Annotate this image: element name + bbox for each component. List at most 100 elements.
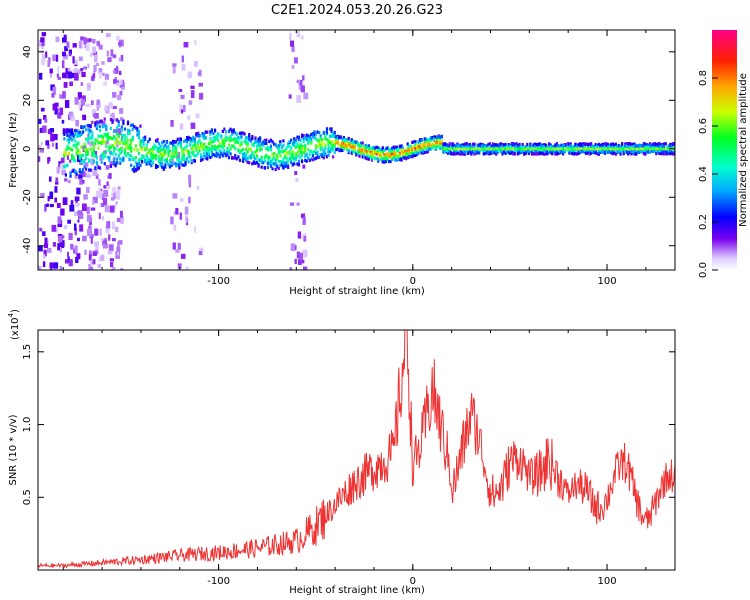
heatmap-cell xyxy=(231,144,234,148)
heatmap-cell xyxy=(89,147,92,151)
heatmap-cell xyxy=(453,151,456,156)
heatmap-cell xyxy=(210,128,214,132)
heatmap-cell xyxy=(93,150,98,155)
heatmap-cell xyxy=(303,92,309,100)
heatmap-cell xyxy=(195,113,200,119)
heatmap-cell xyxy=(106,228,110,234)
heatmap-cell xyxy=(290,160,293,164)
heatmap-cell xyxy=(311,154,315,158)
heatmap-cell xyxy=(252,142,255,146)
heatmap-cell xyxy=(106,137,109,142)
heatmap-cell xyxy=(59,107,64,116)
heatmap-cell xyxy=(359,143,363,147)
heatmap-cell xyxy=(650,143,653,147)
heatmap-cell xyxy=(516,151,520,156)
heatmap-cell xyxy=(386,158,389,162)
svg-text:(x104): (x104) xyxy=(7,309,21,340)
heatmap-cell xyxy=(111,192,114,200)
heatmap-cell xyxy=(140,160,144,164)
heatmap-cell xyxy=(161,162,164,166)
heatmap-cell xyxy=(68,49,73,55)
heatmap-cell xyxy=(215,136,218,141)
heatmap-cell xyxy=(268,147,271,151)
heatmap-cell xyxy=(645,147,648,150)
heatmap-cell xyxy=(108,234,111,241)
heatmap-cell xyxy=(534,152,537,156)
heatmap-cell xyxy=(85,43,90,52)
heatmap-cell xyxy=(57,235,63,243)
heatmap-cell xyxy=(380,148,383,152)
heatmap-cell xyxy=(109,117,113,122)
heatmap-cell xyxy=(70,243,74,250)
heatmap-cell xyxy=(188,181,192,188)
heatmap-cell xyxy=(91,100,94,106)
heatmap-cell xyxy=(102,140,105,144)
heatmap-cell xyxy=(74,245,78,253)
heatmap-cell xyxy=(300,134,304,139)
heatmap-cell xyxy=(102,243,108,249)
heatmap-cell xyxy=(308,153,311,157)
heatmap-cell xyxy=(398,157,402,162)
heatmap-cell xyxy=(631,149,635,153)
heatmap-cell xyxy=(539,147,542,150)
heatmap-cell xyxy=(502,150,506,154)
heatmap-cell xyxy=(199,158,203,162)
heatmap-cell xyxy=(318,155,321,159)
heatmap-cell xyxy=(248,161,251,165)
heatmap-cell xyxy=(282,160,285,165)
heatmap-cell xyxy=(102,239,105,246)
heatmap-cell xyxy=(414,142,417,146)
heatmap-cell xyxy=(535,150,538,154)
heatmap-cell xyxy=(150,148,153,152)
heatmap-cell xyxy=(293,156,296,161)
heatmap-cell xyxy=(586,151,590,155)
heatmap-cell xyxy=(330,129,333,134)
heatmap-cell xyxy=(558,147,561,150)
heatmap-cell xyxy=(108,157,111,161)
heatmap-cell xyxy=(310,157,313,161)
heatmap-cell xyxy=(504,142,507,147)
heatmap-cell xyxy=(220,134,223,138)
heatmap-cell xyxy=(215,154,218,158)
heatmap-cell xyxy=(525,147,528,150)
heatmap-cell xyxy=(213,147,217,152)
heatmap-cell xyxy=(98,166,102,170)
heatmap-cell xyxy=(187,115,191,120)
heatmap-cell xyxy=(339,145,342,149)
heatmap-cell xyxy=(209,155,212,160)
heatmap-cell xyxy=(484,151,487,155)
heatmap-cell xyxy=(319,143,322,147)
heatmap-cell xyxy=(530,145,534,149)
heatmap-cell xyxy=(80,68,83,72)
heatmap-cell xyxy=(52,103,58,111)
heatmap-cell xyxy=(42,254,46,260)
heatmap-cell xyxy=(515,147,518,150)
heatmap-cell xyxy=(474,150,478,154)
heatmap-cell xyxy=(67,179,71,184)
heatmap-cell xyxy=(300,85,305,93)
heatmap-cell xyxy=(154,165,158,169)
heatmap-cell xyxy=(400,144,403,148)
heatmap-cell xyxy=(170,156,173,160)
heatmap-cell xyxy=(501,149,504,153)
heatmap-cell xyxy=(352,150,355,154)
heatmap-cell xyxy=(666,150,669,154)
heatmap-cell xyxy=(405,152,408,156)
heatmap-cell xyxy=(638,144,641,148)
heatmap-cell xyxy=(586,142,590,146)
heatmap-cell xyxy=(80,145,83,149)
heatmap-cell xyxy=(652,149,655,154)
heatmap-cell xyxy=(116,251,120,256)
heatmap-cell xyxy=(381,146,384,151)
heatmap-cell xyxy=(210,139,214,144)
heatmap-cell xyxy=(579,148,582,153)
heatmap-cell xyxy=(180,94,185,99)
heatmap-cell xyxy=(103,185,107,189)
heatmap-cell xyxy=(101,215,105,221)
heatmap-cell xyxy=(57,76,61,80)
heatmap-cell xyxy=(627,150,630,155)
heatmap-cell xyxy=(300,144,304,148)
heatmap-cell xyxy=(639,144,642,149)
heatmap-cell xyxy=(91,151,94,155)
heatmap-cell xyxy=(520,148,523,152)
